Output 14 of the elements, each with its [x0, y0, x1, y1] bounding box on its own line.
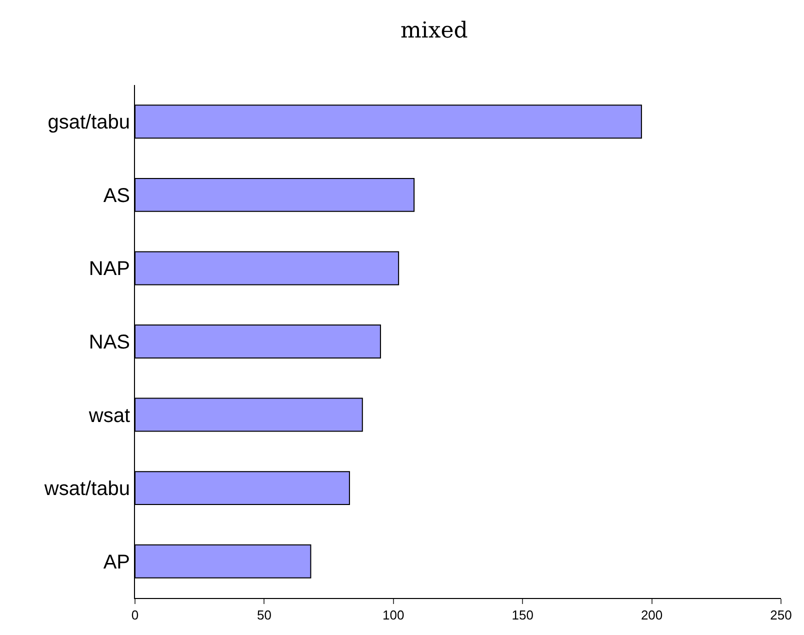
y-tick-label: wsat: [88, 404, 130, 427]
x-tick-label: 0: [131, 608, 139, 623]
y-tick-label: gsat/tabu: [48, 112, 130, 134]
y-tick-label: NAS: [88, 332, 130, 354]
y-tick-label: AP: [103, 551, 130, 574]
chart-title: mixed: [400, 18, 468, 44]
y-tick-label: AS: [103, 184, 130, 207]
x-tick-label: 50: [256, 608, 272, 623]
y-tick-label: NAP: [88, 258, 130, 280]
x-tick-label: 200: [640, 608, 663, 623]
y-tick-label: wsat/tabu: [43, 478, 130, 500]
x-tick-label: 250: [770, 608, 792, 623]
x-tick-label: 150: [512, 608, 534, 623]
x-tick-label: 100: [382, 608, 404, 623]
